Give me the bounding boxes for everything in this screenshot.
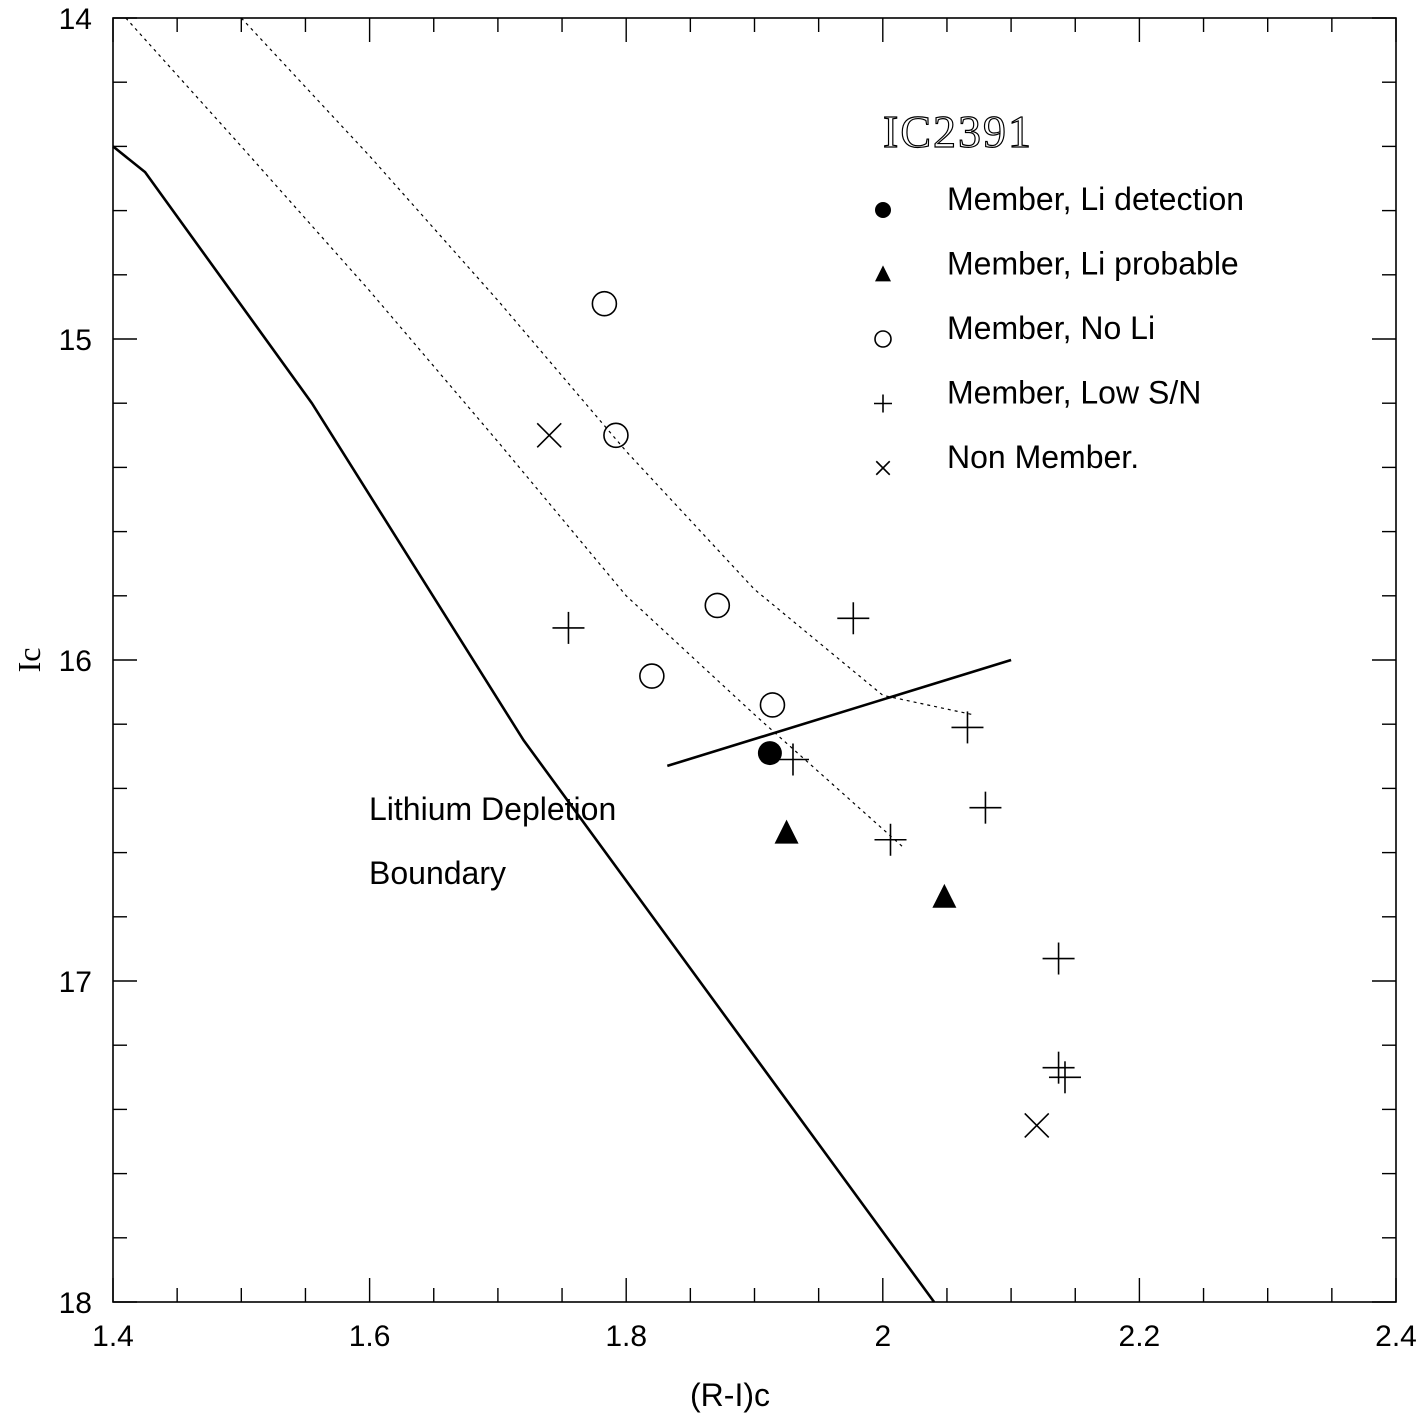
x-tick-label: 1.8	[605, 1320, 647, 1353]
legend-label: Member, Li probable	[947, 246, 1239, 282]
isochrone-dotted-line	[240, 17, 973, 716]
point-cross	[536, 422, 562, 448]
point-plus	[1042, 942, 1075, 975]
y-tick-label: 18	[59, 1287, 92, 1320]
point-plus	[1042, 1051, 1075, 1084]
point-cross-b	[1024, 1112, 1050, 1139]
point-triangle	[774, 819, 799, 844]
legend-label: Member, Low S/N	[947, 375, 1201, 411]
tick-labels: 1.4 1.6 1.8 2 2.2 2.4 14 15 16 17 18	[59, 3, 1417, 1353]
point-cross	[1024, 1112, 1050, 1139]
point-open-circle	[874, 330, 892, 348]
point-open-circle	[603, 422, 629, 449]
point-filled-triangle	[932, 883, 957, 908]
point-triangle	[932, 883, 957, 908]
point-circle-open	[603, 422, 629, 449]
point-plus	[874, 823, 907, 856]
point-plus	[1048, 1061, 1081, 1094]
point-circle-filled	[875, 202, 891, 218]
point-filled-triangle	[774, 819, 799, 844]
point-plus	[951, 711, 984, 744]
point-plus	[776, 743, 809, 776]
legend: Member, Li detection Member, Li probable M…	[874, 181, 1244, 476]
x-tick-label: 1.4	[92, 1320, 134, 1353]
point-circle-open	[704, 592, 731, 619]
y-tick-label: 16	[59, 645, 92, 678]
x-tick-label: 1.6	[349, 1320, 391, 1353]
point-open-circle	[639, 663, 665, 689]
point-cross-b	[536, 422, 562, 448]
x-tick-label: 2.4	[1375, 1320, 1417, 1353]
point-plus	[552, 611, 585, 644]
point-cross-b	[875, 460, 891, 476]
point-circle-open	[874, 330, 892, 348]
x-tick-label: 2	[874, 1320, 891, 1353]
y-axis-label: Ic	[11, 648, 47, 673]
point-circle-open	[639, 663, 665, 689]
axis-ticks	[112, 17, 1397, 1303]
data-points	[536, 290, 1081, 1139]
legend-label: Member, No Li	[947, 310, 1155, 346]
y-tick-label: 14	[59, 3, 92, 36]
point-circle-filled	[757, 741, 782, 766]
point-open-circle	[704, 592, 731, 619]
point-plus	[837, 602, 870, 635]
point-cross	[875, 460, 891, 476]
annotation-line-1: Lithium Depletion	[369, 791, 616, 827]
point-open-circle	[759, 692, 786, 718]
point-plus	[874, 394, 892, 413]
legend-label: Non Member.	[947, 439, 1139, 475]
y-tick-label: 17	[59, 966, 92, 999]
x-axis-label: (R-I)c	[690, 1377, 770, 1413]
solid-line	[666, 658, 1012, 768]
chart-title: IC2391	[883, 106, 1033, 157]
point-filled-circle	[757, 741, 782, 766]
point-plus	[969, 791, 1002, 824]
point-filled-triangle	[875, 265, 891, 282]
point-filled-circle	[875, 202, 891, 218]
solid-line	[112, 145, 936, 1303]
legend-label: Member, Li detection	[947, 181, 1244, 217]
isochrone-dotted-line	[125, 17, 903, 847]
curves	[112, 17, 1012, 1303]
point-triangle	[875, 265, 891, 282]
annotation-line-2: Boundary	[369, 855, 506, 891]
point-circle-open	[591, 290, 618, 317]
point-open-circle	[591, 290, 618, 317]
x-tick-label: 2.2	[1119, 1320, 1161, 1353]
y-tick-label: 15	[59, 324, 92, 357]
point-circle-open	[759, 692, 786, 718]
